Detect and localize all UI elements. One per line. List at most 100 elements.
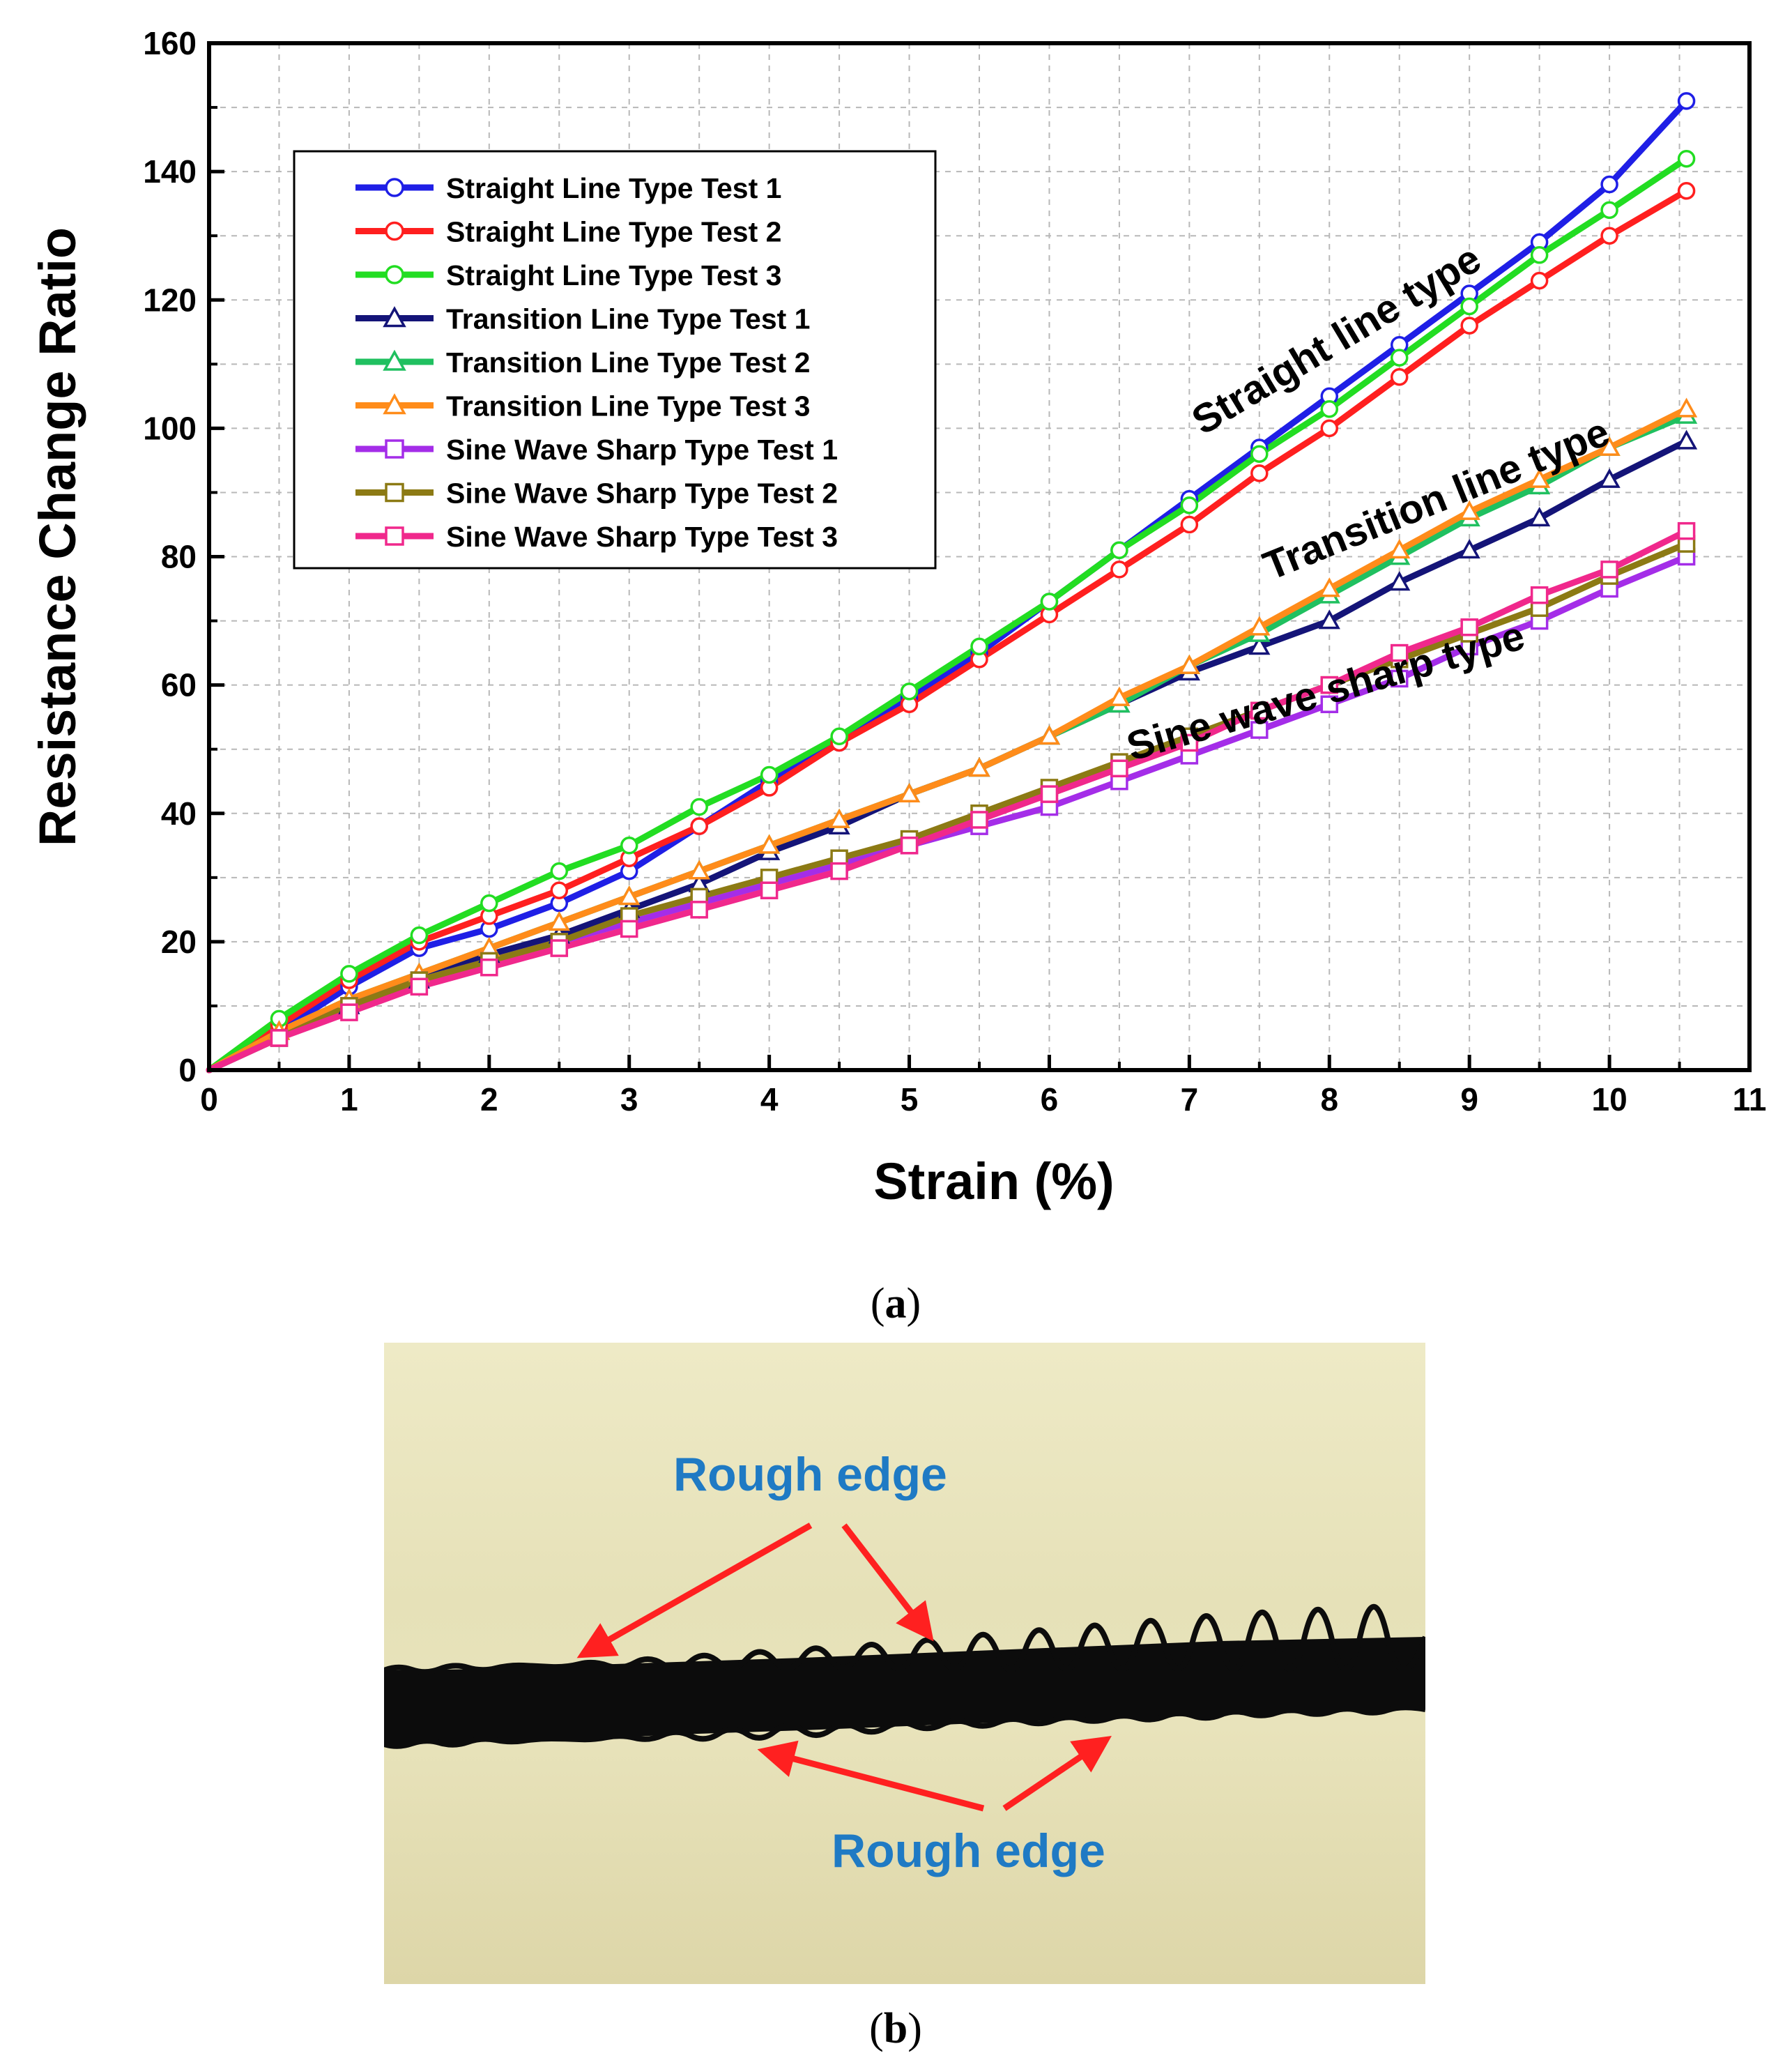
y-tick-label: 0 [178,1052,197,1088]
data-point-3 [550,862,569,880]
data-point-6 [1458,500,1480,520]
data-point-9 [1530,586,1549,604]
data-point-2 [690,817,708,835]
data-point-7 [1320,695,1339,713]
series-line-1 [206,98,1690,1074]
y-tick-label: 140 [143,153,197,190]
data-point-3 [900,682,919,701]
data-point-2 [1110,560,1128,579]
data-point-9 [1040,785,1059,803]
data-point-2 [1320,419,1339,438]
data-point-9 [970,811,988,829]
x-tick-label: 8 [1320,1081,1338,1118]
data-point-6 [1038,725,1061,745]
data-point-3 [1180,496,1199,514]
data-point-9 [480,958,498,977]
data-point-4 [1458,539,1480,559]
data-point-2 [1677,181,1696,200]
data-point-3 [1110,541,1128,560]
legend: Straight Line Type Test 1 Straight Line T… [293,150,937,570]
data-point-9 [1180,733,1199,752]
legend-marker [385,265,404,284]
data-point-1 [1677,92,1696,110]
data-point-9 [830,862,848,880]
y-tick-label: 120 [143,282,197,318]
data-point-3 [340,965,358,983]
data-point-1 [1600,175,1618,194]
data-point-9 [1600,560,1618,579]
data-point-3 [1677,149,1696,168]
arrow-1 [576,1523,813,1658]
series-markers [268,92,1698,1047]
x-tick-label: 10 [1592,1081,1628,1118]
ink-line-rough-top [384,1603,1425,1675]
legend-entry: Sine Wave Sharp Type Test 3 [446,521,838,553]
data-point-6 [758,834,781,854]
data-point-2 [1600,227,1618,245]
legend-entry: Straight Line Type Test 3 [446,259,781,291]
data-point-3 [760,765,779,784]
data-point-3 [410,926,429,945]
arrow-3 [757,1740,985,1812]
caption-a: (a) [870,1280,921,1327]
data-point-9 [1320,676,1339,694]
data-point-2 [1250,464,1269,482]
data-point-3 [620,837,638,855]
arrow-2 [841,1523,934,1642]
data-point-6 [688,860,710,880]
series-line-8 [206,540,1690,1074]
y-tick-label: 160 [143,25,197,61]
series-line-2 [206,188,1690,1074]
series-line-9 [206,528,1690,1074]
legend-marker [385,482,404,503]
x-tick-label: 5 [901,1081,919,1118]
legend-entry: Straight Line Type Test 1 [446,172,781,204]
legend-marker [385,526,404,546]
legend-marker [383,393,406,415]
data-point-6 [1675,397,1698,418]
legend-entry: Sine Wave Sharp Type Test 2 [446,478,838,510]
data-point-7 [1390,669,1409,688]
y-tick-label: 100 [143,410,197,446]
caption-b: (b) [869,2005,922,2052]
ink-line [384,1637,1425,1744]
x-axis-title: Strain (%) [873,1152,1114,1210]
data-point-3 [480,894,498,913]
legend-marker [383,349,406,371]
data-point-2 [1180,515,1199,534]
photo-arrows [576,1523,1112,1812]
annotation-label: Sine wave sharp type [1121,613,1529,770]
data-point-2 [550,881,569,899]
data-point-9 [1460,618,1478,636]
data-point-6 [1529,468,1551,488]
caption-b-letter: b [883,2005,908,2052]
data-point-9 [1250,701,1269,720]
data-point-7 [1250,721,1269,739]
data-point-9 [340,1003,358,1021]
data-point-3 [1600,201,1618,220]
data-point-3 [830,727,848,746]
data-point-6 [1598,436,1621,456]
data-point-6 [828,808,850,828]
data-point-6 [968,757,990,777]
x-tick-label: 3 [620,1081,638,1118]
data-point-9 [620,920,638,938]
legend-marker [385,221,404,241]
data-point-9 [550,939,569,957]
data-point-4 [1675,429,1698,450]
x-tick-label: 0 [200,1081,218,1118]
y-tick-label: 60 [161,667,197,703]
data-point-4 [1529,507,1551,527]
legend-entry: Transition Line Type Test 1 [446,303,810,335]
y-tick-label: 80 [161,539,197,575]
ink-line-rough-bottom [384,1704,1425,1749]
data-point-4 [1388,571,1411,591]
data-point-4 [1248,635,1271,655]
legend-marker [383,306,406,328]
data-point-4 [1598,468,1621,488]
caption-a-letter: a [884,1280,907,1327]
data-point-2 [1390,367,1409,386]
axis-ticks: 0 1 2 3 4 5 6 7 8 9 10 11 0 20 40 60 80 100 120 140 160 [143,25,1766,1118]
x-tick-label: 2 [480,1081,498,1118]
x-tick-label: 1 [340,1081,358,1118]
